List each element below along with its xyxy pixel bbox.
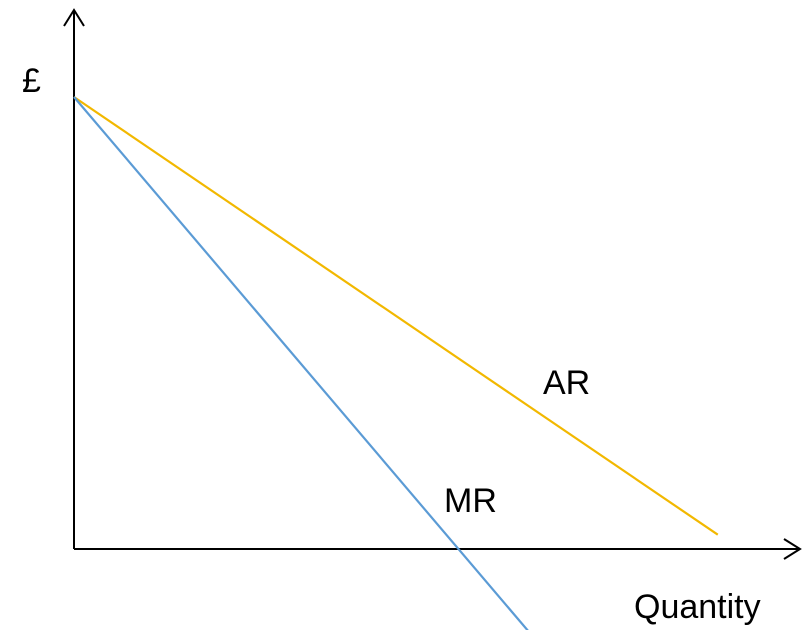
y-axis-arrowhead [63, 8, 85, 27]
y-axis [63, 8, 85, 549]
y-axis-label: £ [22, 62, 41, 100]
mr-label: MR [444, 482, 497, 520]
x-axis [74, 538, 802, 560]
ar-label: AR [543, 364, 590, 402]
x-axis-label: Quantity [634, 588, 761, 626]
mr-line [73, 96, 529, 630]
series-layer [73, 96, 719, 630]
ar-line [73, 96, 719, 536]
x-axis-arrowhead [783, 538, 802, 560]
